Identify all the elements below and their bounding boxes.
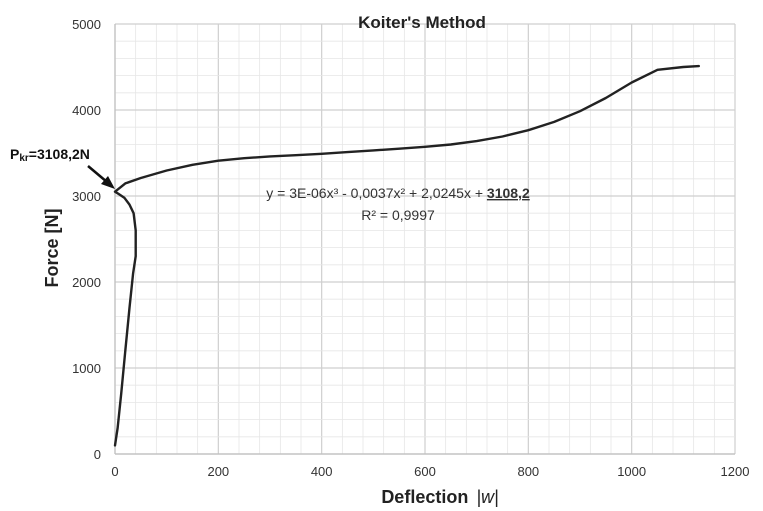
x-tick-labels: 0 200 400 600 800 1000 1200 <box>111 464 749 479</box>
trendline-equation: y = 3E-06x³ - 0,0037x² + 2,0245x + 3108,… <box>266 185 530 201</box>
y-tick-label: 0 <box>94 447 101 462</box>
grid <box>114 23 736 455</box>
critical-label-value: =3108,2N <box>29 146 90 162</box>
r-squared: R² = 0,9997 <box>361 207 435 223</box>
force-deflection-line <box>113 64 700 447</box>
y-tick-label: 4000 <box>72 103 101 118</box>
x-tick-label: 1200 <box>721 464 750 479</box>
equation-constant: 3108,2 <box>487 185 530 201</box>
x-axis-label-suffix: |w| <box>476 487 498 507</box>
y-tick-label: 5000 <box>72 17 101 32</box>
chart-title: Koiter's Method <box>358 13 486 32</box>
x-tick-label: 200 <box>207 464 229 479</box>
x-axis-label: Deflection |w| <box>381 487 498 507</box>
critical-load-label: Pkr=3108,2N <box>10 146 90 164</box>
y-tick-label: 3000 <box>72 189 101 204</box>
critical-load-arrowhead <box>101 176 115 189</box>
x-axis-label-text: Deflection <box>381 487 468 507</box>
x-tick-label: 800 <box>517 464 539 479</box>
critical-label-sub: kr <box>19 153 29 164</box>
y-tick-labels: 0 1000 2000 3000 4000 5000 <box>72 17 101 462</box>
x-tick-label: 400 <box>311 464 333 479</box>
x-tick-label: 1000 <box>617 464 646 479</box>
x-tick-label: 600 <box>414 464 436 479</box>
y-tick-label: 1000 <box>72 361 101 376</box>
equation-prefix: y = 3E-06x³ - 0,0037x² + 2,0245x + <box>266 185 487 201</box>
y-tick-label: 2000 <box>72 275 101 290</box>
y-axis-label: Force [N] <box>42 208 62 287</box>
critical-label-p: P <box>10 146 19 162</box>
critical-load-arrow <box>87 165 108 183</box>
x-tick-label: 0 <box>111 464 118 479</box>
